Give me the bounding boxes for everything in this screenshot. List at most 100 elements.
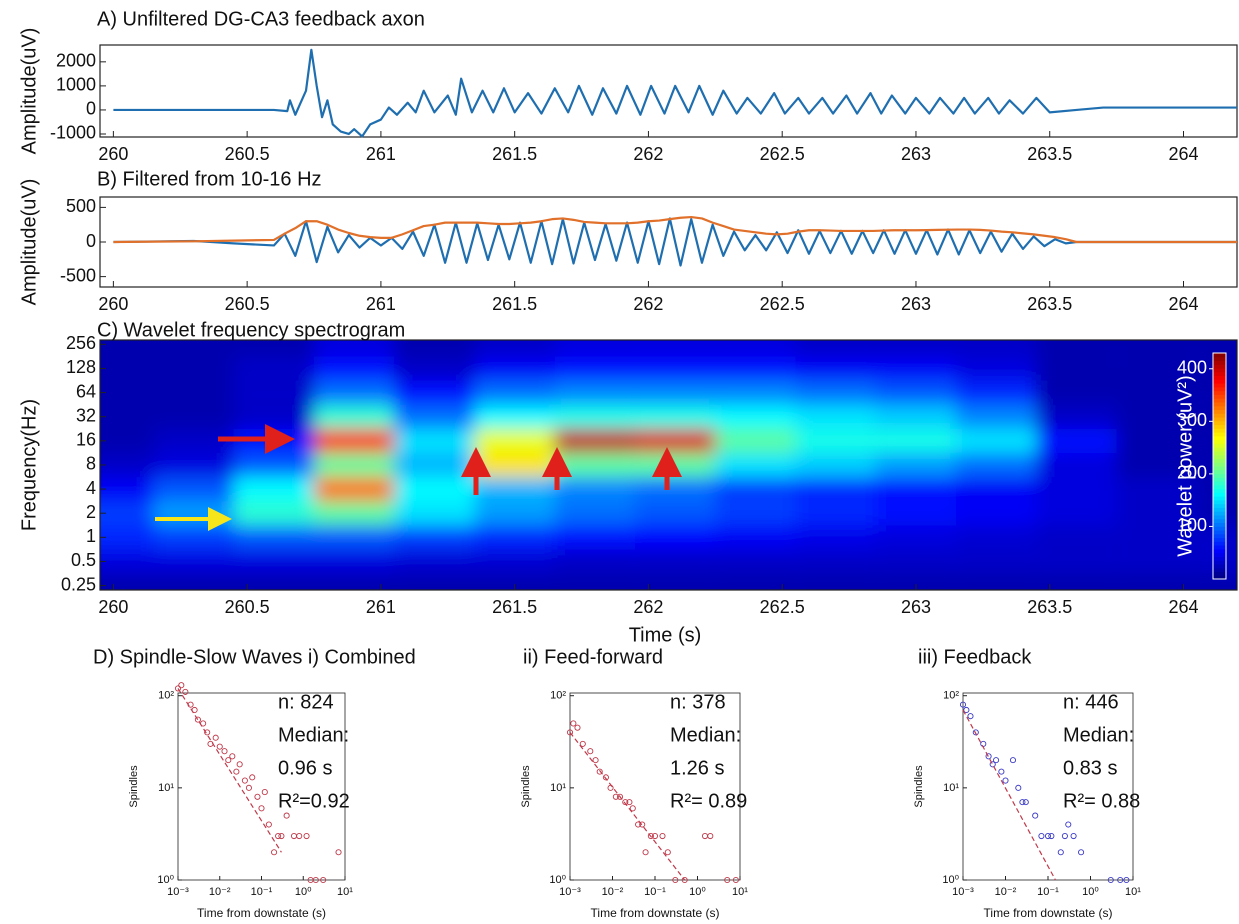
data-point (236, 761, 243, 768)
panel-title: B) Filtered from 10-16 Hz (97, 168, 322, 190)
data-point (639, 821, 646, 828)
x-tick-label: 261 (366, 597, 396, 617)
heatmap-cells (100, 340, 1237, 590)
plot-frame (99, 196, 1238, 288)
heatmap-cell (554, 340, 636, 357)
x-tick-label: 261.5 (492, 294, 537, 314)
data-point (596, 768, 603, 775)
heatmap-cell (715, 452, 796, 478)
data-point (1065, 821, 1072, 828)
data-point (1123, 876, 1130, 884)
heatmap-cell (474, 428, 555, 453)
heatmap-cell (394, 573, 475, 590)
data-point (574, 724, 581, 731)
x-tick-label: 10⁻² (209, 886, 231, 898)
colorbar-segment (1213, 518, 1226, 523)
heatmap-cell (715, 525, 796, 550)
heatmap-cell (554, 549, 636, 574)
colorbar-segment (1213, 488, 1226, 493)
heatmap-cell (233, 356, 315, 381)
colorbar-segment (1213, 567, 1226, 572)
x-tick-label: 260.5 (225, 294, 270, 314)
fit-line (962, 709, 1057, 881)
heatmap-cell (233, 340, 315, 357)
data-point (1061, 832, 1068, 840)
heatmap-cell (635, 356, 716, 381)
data-point (320, 876, 327, 884)
data-point (647, 832, 654, 840)
data-point (212, 734, 219, 741)
data-point (1070, 832, 1077, 840)
plot-frame (962, 692, 1134, 881)
x-tick-label: 260 (98, 294, 128, 314)
heatmap-cell (715, 573, 796, 590)
heatmap-cell (795, 573, 876, 590)
data-point (659, 832, 666, 840)
data-point (959, 701, 967, 708)
colorbar-segment (1213, 507, 1226, 512)
data-point (1022, 799, 1029, 806)
heatmap-cell (100, 549, 154, 574)
data-point (1078, 849, 1085, 856)
colorbar-segment (1213, 405, 1226, 410)
heatmap-cell (1116, 356, 1197, 381)
colorbar-segment (1213, 443, 1226, 448)
x-tick-label: 262.5 (760, 144, 805, 164)
data-point (1015, 784, 1022, 791)
heatmap-cell (153, 573, 234, 590)
y-axis-label: Amplitude(uV) (18, 28, 40, 155)
heatmap-cell (314, 380, 395, 405)
heatmap-cell (715, 356, 796, 381)
heatmap-cell (314, 525, 395, 550)
heatmap-cell (474, 573, 555, 590)
heatmap-cell (1116, 452, 1197, 478)
y-tick-label: 10¹ (158, 782, 174, 794)
colorbar-segment (1213, 571, 1226, 576)
data-point (258, 805, 265, 812)
colorbar-segment (1213, 379, 1226, 384)
colorbar-segment (1213, 499, 1226, 505)
heatmap-cell (100, 501, 154, 526)
data-point (174, 685, 182, 692)
panel-title: A) Unfiltered DG-CA3 feedback axon (97, 8, 425, 30)
heatmap-cell (956, 356, 1037, 381)
colorbar-segment (1213, 435, 1226, 441)
heatmap-cell (1036, 452, 1117, 478)
colorbar-segment (1213, 514, 1226, 520)
panel-title: D) Spindle-Slow Waves i) Combined (93, 646, 416, 668)
heatmap-cell (1036, 501, 1117, 526)
heatmap-cell (554, 501, 636, 526)
heatmap-cell (795, 525, 876, 550)
data-point (602, 774, 609, 781)
colorbar-segment (1213, 556, 1226, 561)
heatmap-cell (635, 477, 716, 502)
heatmap-cell (474, 452, 555, 478)
heatmap-cell (233, 549, 315, 574)
x-tick-label: 263.5 (1027, 144, 1072, 164)
heatmap-cell (715, 340, 796, 357)
heatmap-cell (875, 525, 957, 550)
heatmap-cell (956, 477, 1037, 502)
data-point (664, 849, 671, 856)
fit-line (177, 688, 282, 853)
y-tick-label: 0.25 (61, 574, 96, 594)
y-tick-label: 10⁰ (549, 874, 566, 886)
heatmap-cell (233, 525, 315, 550)
heatmap-cell (1116, 340, 1197, 357)
colorbar-segment (1213, 526, 1226, 531)
annotation: n: 446 (1063, 691, 1119, 713)
y-tick-label: 256 (66, 333, 96, 353)
heatmap-cell (1036, 525, 1117, 550)
colorbar-segment (1213, 458, 1226, 463)
x-tick-label: 261 (366, 294, 396, 314)
y-axis-label: Spindles (520, 765, 532, 808)
x-tick-label: 260 (98, 597, 128, 617)
heatmap-cell (875, 477, 957, 502)
data-point (296, 832, 303, 840)
y-tick-label: 10² (550, 690, 566, 702)
heatmap-cell (100, 380, 154, 405)
x-tick-label: 262 (633, 597, 663, 617)
heatmap-cell (100, 428, 154, 453)
heatmap-cell (100, 477, 154, 502)
data-point (587, 748, 594, 755)
